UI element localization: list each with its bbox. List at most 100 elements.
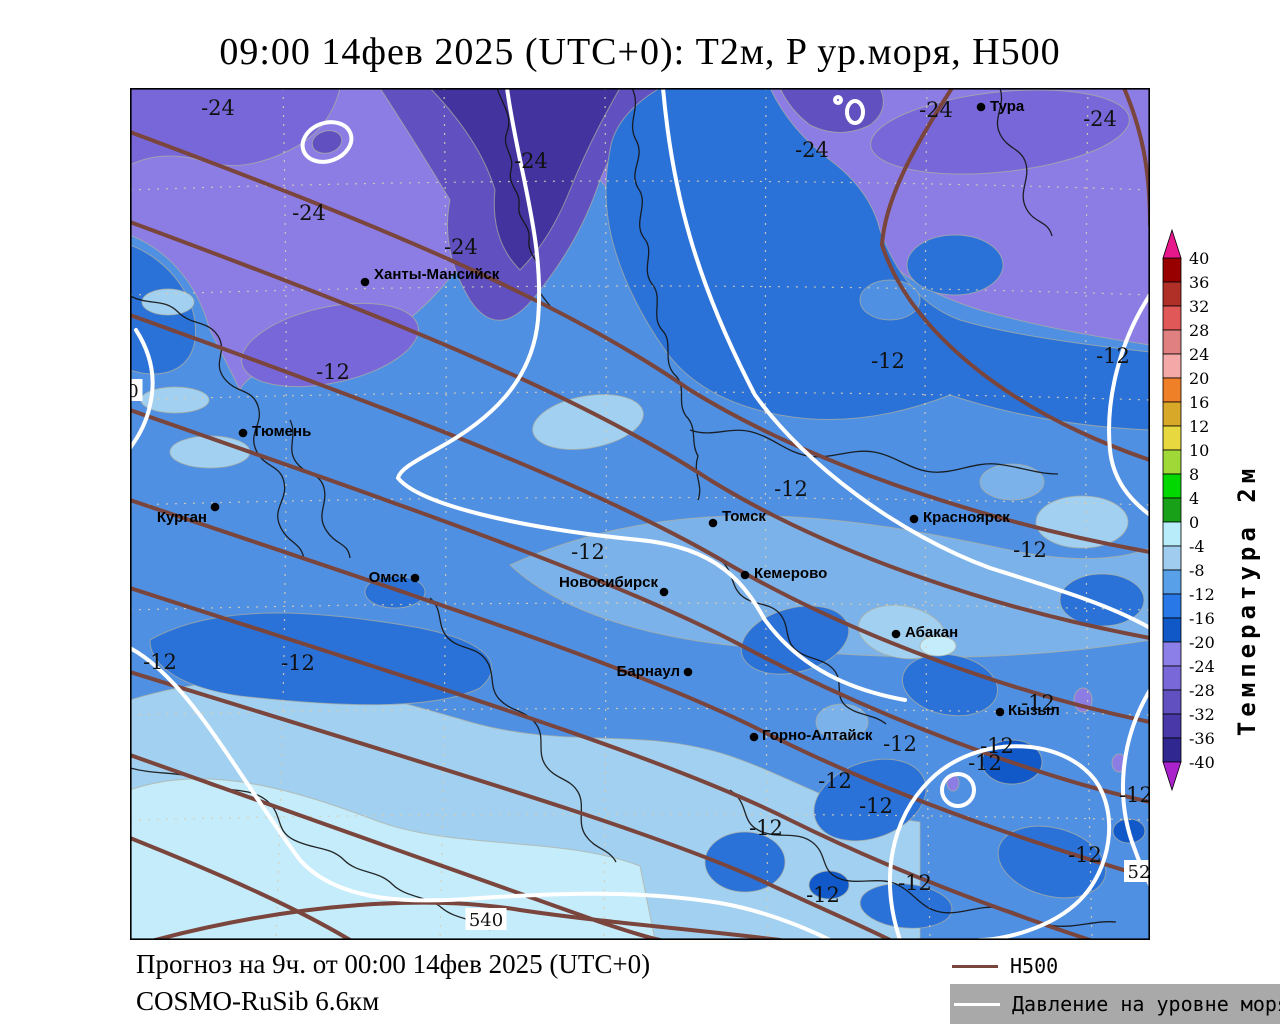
colorbar-cell (1162, 257, 1182, 283)
colorbar-tick: -8 (1189, 561, 1205, 580)
contour-value-boxes: 540 52 0 (123, 379, 1154, 931)
city-dot (360, 277, 370, 287)
city-label: Омск (369, 569, 408, 586)
city-dot (976, 102, 986, 112)
contour-value-label: 0 (130, 381, 139, 402)
forecast-info: Прогноз на 9ч. от 00:00 14фев 2025 (UTC+… (136, 949, 651, 979)
contour-value-label: 52 (1128, 862, 1150, 883)
colorbar-arrow-top (1162, 228, 1182, 259)
city-label: Красноярск (923, 509, 1010, 526)
forecast-footer: Прогноз на 9ч. от 00:00 14фев 2025 (UTC+… (136, 946, 650, 1020)
colorbar-tick: -12 (1189, 585, 1215, 604)
colorbar-cell (1162, 281, 1182, 307)
city-label: Барнаул (617, 663, 680, 680)
graticule (129, 87, 1151, 941)
temperature-colorbar: 40 36 32 28 24 20 16 12 10 8 4 0 -4 -8 -12 -16 -20 -24 -28… (1158, 225, 1278, 805)
city-label: Тура (990, 98, 1025, 115)
colorbar-cell (1162, 353, 1182, 379)
colorbar-cell (1162, 545, 1182, 571)
contour-label: -12 (980, 734, 1014, 758)
temperature-contour-labels: -24-24-24-24 -24-24 -24-12 -12 -12-12-12-12-… (143, 96, 1153, 907)
colorbar-tick: 36 (1189, 273, 1209, 292)
contour-label: -12 (774, 477, 808, 501)
legend-h500: H500 (952, 953, 1058, 979)
page-title: 09:00 14фев 2025 (UTC+0): Т2м, P ур.моря… (219, 31, 1061, 73)
colorbar-cell (1162, 617, 1182, 643)
colorbar-tick: 16 (1189, 393, 1209, 412)
city-dot (995, 707, 1005, 717)
colorbar-cell (1162, 641, 1182, 667)
city-label: Томск (722, 508, 766, 525)
contour-label: -12 (1021, 691, 1055, 715)
colorbar-cell (1162, 593, 1182, 619)
colorbar-tick: -20 (1189, 633, 1215, 652)
contour-label: -12 (1096, 344, 1130, 368)
contour-label: -12 (968, 751, 1002, 775)
model-info: COSMO-RuSib 6.6км (136, 986, 380, 1016)
colorbar-tick: -32 (1189, 705, 1215, 724)
colorbar-tick: 32 (1189, 297, 1209, 316)
contour-label: -12 (571, 540, 605, 564)
contour-label: -24 (795, 138, 829, 162)
weather-map: 540 52 0 -24 -24 -24 -24 -24 -24 -24 -12 -12 -12 -12… (123, 86, 1154, 942)
colorbar-cell (1162, 497, 1182, 523)
contour-label: -12 (143, 650, 177, 674)
contour-label: -12 (898, 871, 932, 895)
city-dot (683, 667, 693, 677)
city-dot (659, 587, 669, 597)
colorbar-cell (1162, 425, 1182, 451)
city-label: Новосибирск (559, 574, 659, 591)
pressure-line-sample (954, 1002, 1000, 1006)
colorbar-tick: 0 (1189, 513, 1199, 532)
contour-label: -12 (806, 883, 840, 907)
colorbar-cell (1162, 521, 1182, 547)
city-dot (891, 629, 901, 639)
contour-label: -24 (201, 96, 235, 120)
colorbar-cell (1162, 689, 1182, 715)
contour-label: -24 (444, 235, 478, 259)
colorbar-cell (1162, 569, 1182, 595)
colorbar-cell (1162, 713, 1182, 739)
h500-contours (128, 86, 1152, 942)
city-markers: Ханты-Мансийск Тура Тюмень Курган Омск Новоси… (157, 98, 1060, 744)
colorbar-tick: -36 (1189, 729, 1215, 748)
city-label: Кемерово (754, 565, 827, 582)
pressure-label: Давление на уровне моря (1012, 992, 1280, 1016)
h500-line-sample (952, 964, 998, 968)
colorbar-tick: -4 (1189, 537, 1205, 556)
contour-label: -12 (818, 769, 852, 793)
colorbar-cell (1162, 329, 1182, 355)
contour-label: -24 (514, 149, 548, 173)
contour-label: -12 (1013, 538, 1047, 562)
colorbar-tick: 24 (1189, 345, 1209, 364)
city-label: Курган (157, 509, 207, 526)
pressure-contours (128, 86, 1152, 942)
colorbar-tick: 40 (1189, 249, 1209, 268)
colorbar-tick: -16 (1189, 609, 1215, 628)
contour-label: -24 (1083, 107, 1117, 131)
colorbar-title: Температура 2м (1233, 463, 1261, 737)
colorbar-tick: 28 (1189, 321, 1209, 340)
colorbar-cell (1162, 665, 1182, 691)
temp-field-patches (129, 87, 1151, 941)
city-dot (708, 518, 718, 528)
city-label: Горно-Алтайск (762, 727, 873, 744)
city-label: Ханты-Мансийск (374, 266, 500, 283)
colorbar-cell (1162, 737, 1182, 763)
colorbar-tick: -24 (1189, 657, 1215, 676)
city-dot (210, 502, 220, 512)
contour-label: -12 (749, 816, 783, 840)
colorbar-cell (1162, 305, 1182, 331)
colorbar-tick: 8 (1189, 465, 1199, 484)
map-border (130, 88, 1151, 941)
contour-label: -24 (292, 201, 326, 225)
city-label: Тюмень (252, 423, 311, 440)
city-label: Абакан (905, 624, 958, 641)
contour-label: -12 (316, 360, 350, 384)
colorbar-tick: -40 (1189, 753, 1215, 772)
contour-value-box (465, 908, 507, 930)
city-dot (749, 732, 759, 742)
colorbar-cell (1162, 401, 1182, 427)
